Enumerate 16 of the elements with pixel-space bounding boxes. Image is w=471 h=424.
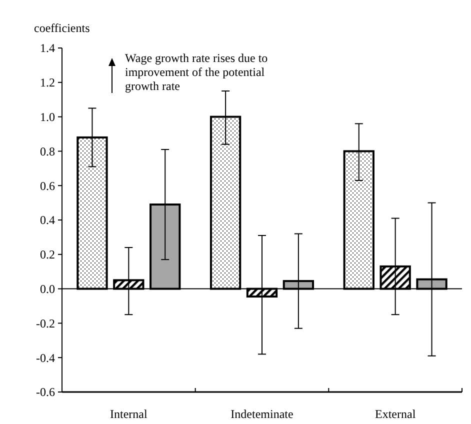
y-tick-label: 0.0 [40,282,55,296]
y-tick-label: -0.4 [36,350,55,365]
y-tick-label: 1.4 [40,41,55,56]
x-tick-label: External [375,407,416,421]
y-tick-label: -0.6 [36,385,55,400]
y-tick-label: 1.0 [40,110,55,124]
x-tick-label: Indeteminate [230,407,294,421]
y-axis-title: coefficients [34,21,90,35]
x-tick-label: Internal [110,407,148,421]
y-tick-label: -0.2 [36,316,55,330]
annotation: Wage growth rate rises due to improvement of the potential growth rate [125,51,268,93]
y-tick-label: 0.2 [40,248,55,262]
y-tick-label: 0.6 [40,178,55,193]
y-tick-label: 0.8 [40,144,55,158]
y-tick-label: 0.4 [40,213,55,228]
y-tick-label: 1.2 [40,76,55,90]
